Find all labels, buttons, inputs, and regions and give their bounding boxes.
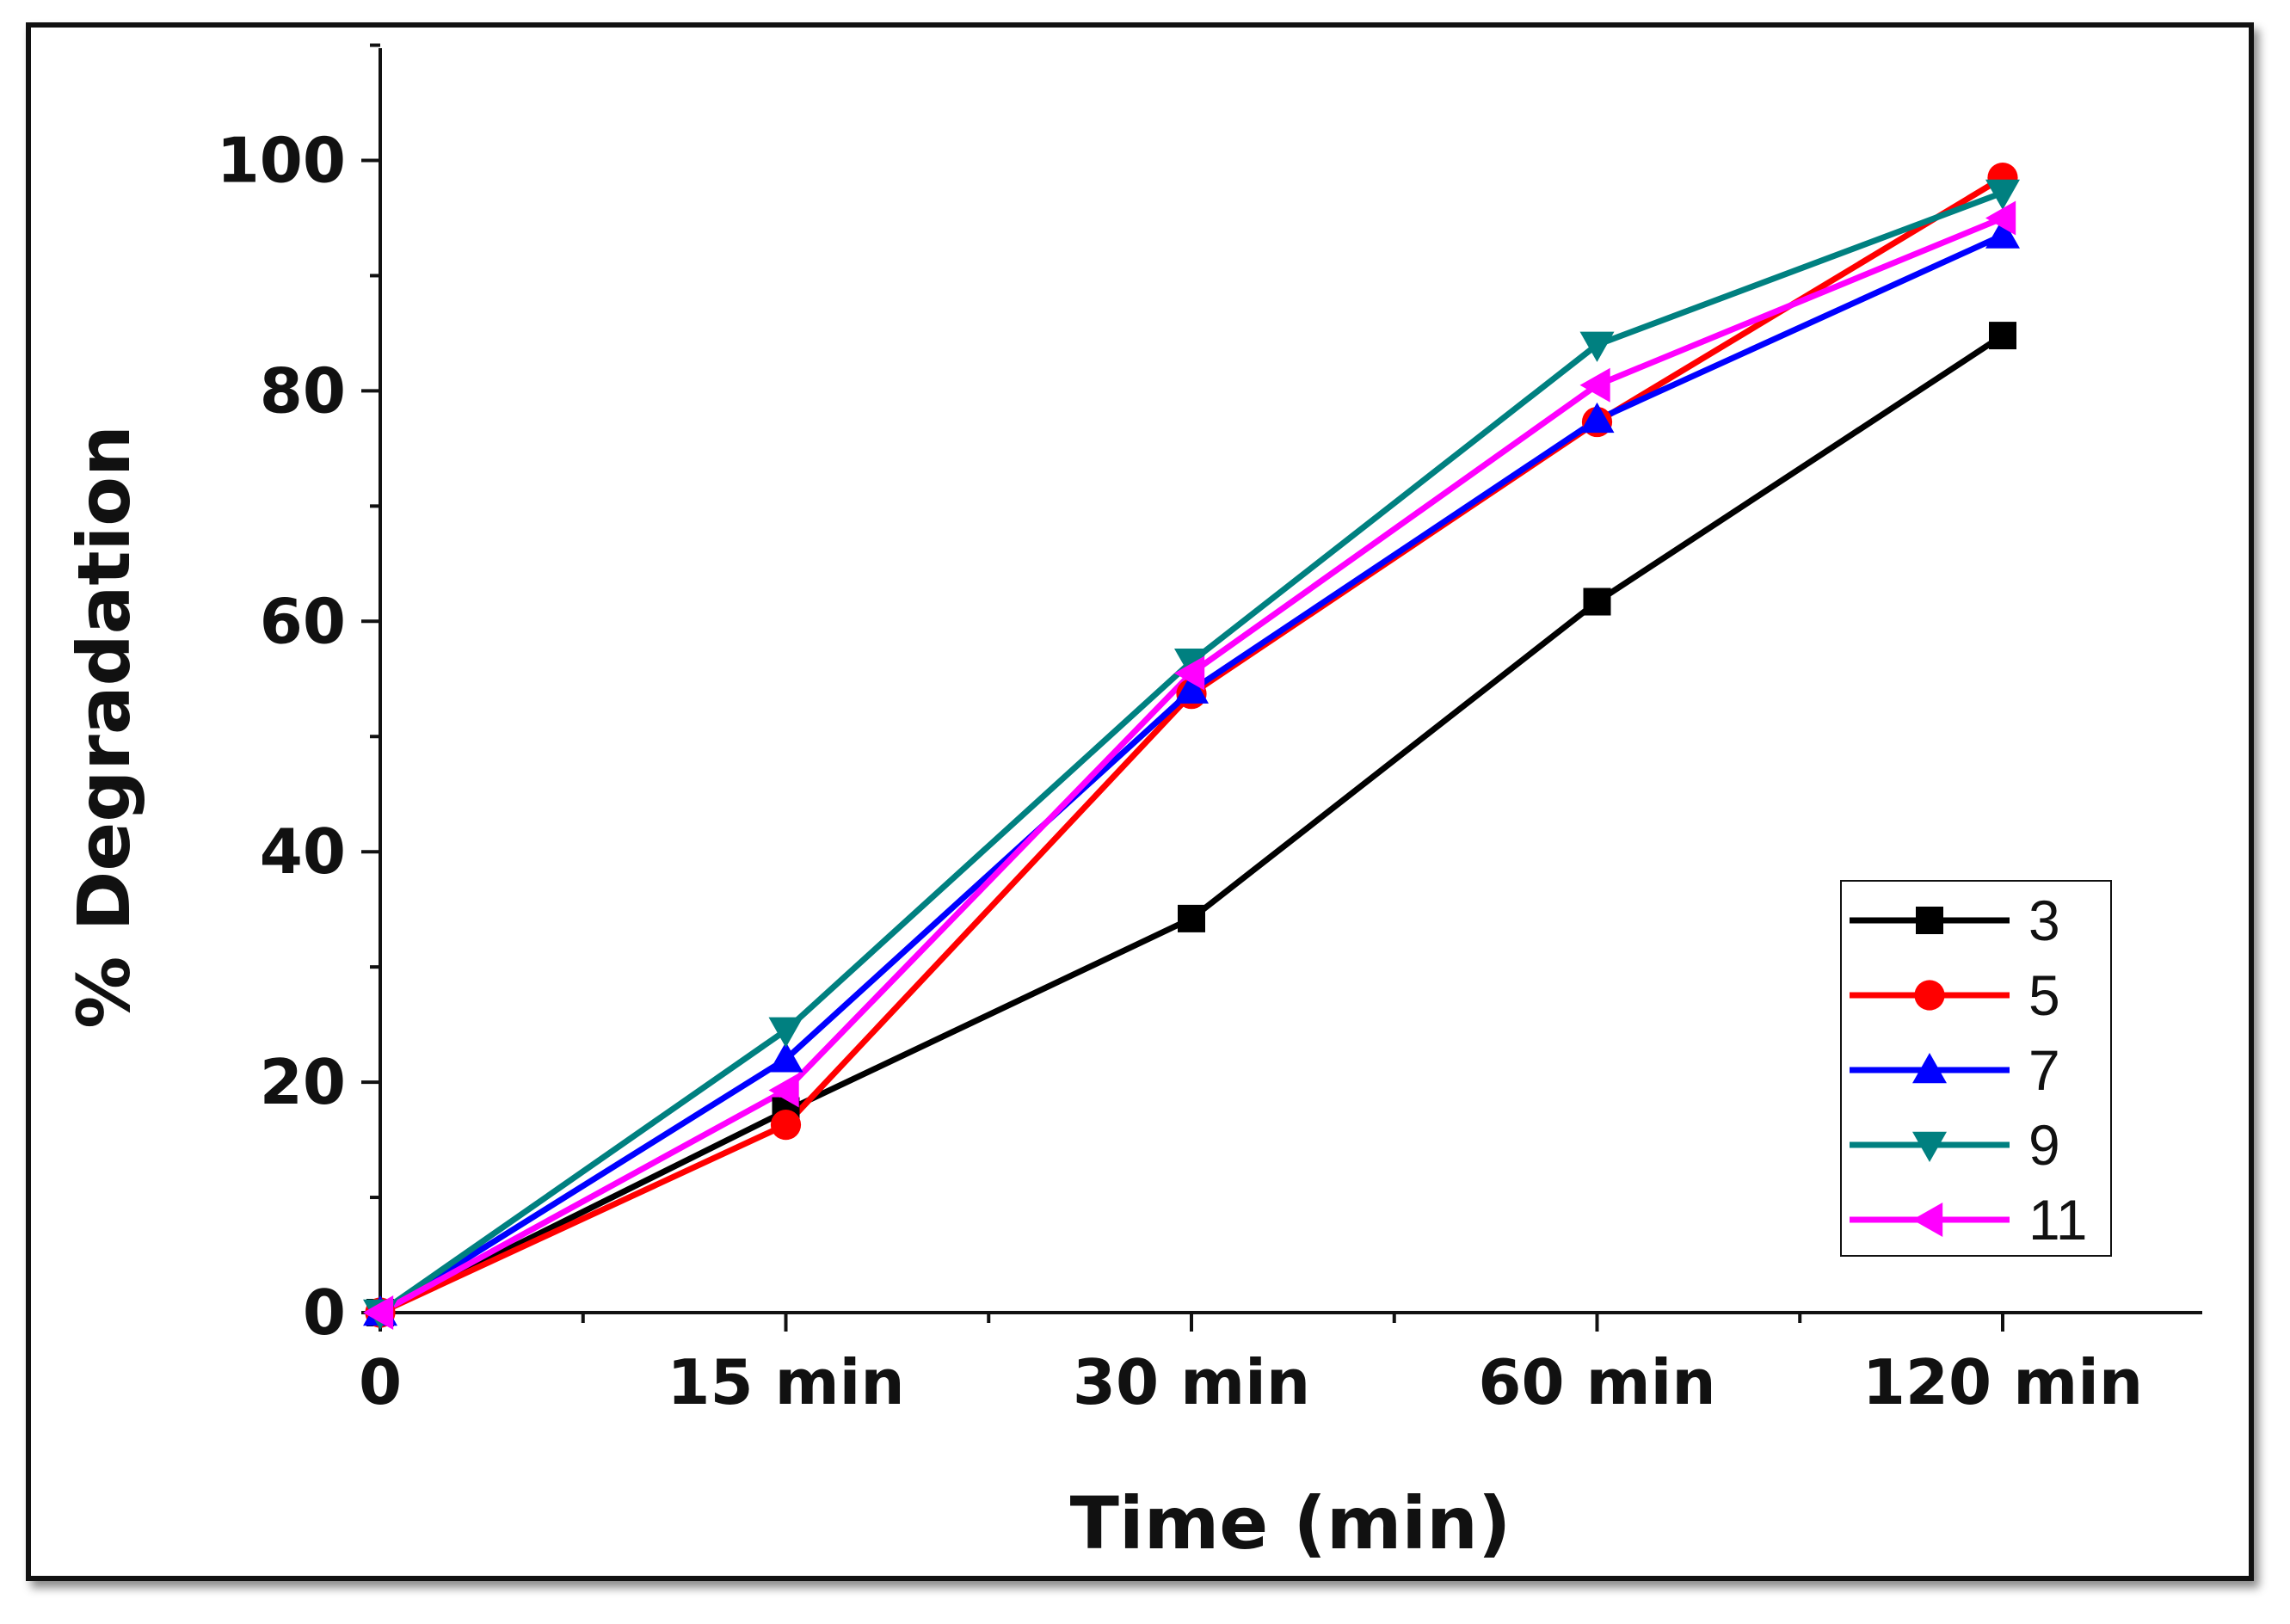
data-point-11 (768, 1073, 799, 1108)
legend-marker-7 (1912, 1053, 1947, 1084)
y-axis-title: % Degradation (62, 425, 146, 1029)
y-tick-label: 40 (260, 815, 346, 888)
data-point-3 (1989, 322, 2016, 350)
x-tick-label: 0 (359, 1346, 402, 1418)
data-point-5 (770, 1110, 802, 1141)
data-point-9 (768, 1017, 803, 1048)
data-point-3 (1583, 587, 1611, 616)
series-markers (363, 162, 2020, 1330)
series-line-9 (379, 189, 2004, 1315)
series-lines (379, 175, 2004, 1316)
legend: 3 5 7 9 11 (1840, 880, 2112, 1257)
chart-frame (26, 22, 2254, 1581)
data-point-7 (1579, 402, 1615, 434)
axes: 0 20 40 60 80 100 0 15 min 30 min 60 min 120 min (217, 43, 2202, 1418)
legend-marker-5 (1914, 980, 1945, 1011)
x-tick-label: 15 min (667, 1346, 904, 1418)
data-point-7 (1174, 673, 1209, 704)
legend-label-7: 7 (2028, 1038, 2060, 1102)
x-tick-label: 120 min (1862, 1346, 2143, 1418)
y-tick-label: 20 (260, 1046, 346, 1118)
y-tick-label: 80 (260, 354, 346, 427)
y-tick-label: 100 (217, 125, 346, 197)
x-tick-label: 60 min (1478, 1346, 1715, 1418)
series-line-7 (379, 232, 2004, 1315)
legend-label-9: 9 (2028, 1113, 2060, 1177)
data-point-3 (1178, 904, 1205, 932)
series-line-11 (379, 215, 2004, 1316)
data-point-11 (363, 1295, 394, 1330)
data-point-9 (1985, 179, 2020, 211)
legend-marker-3 (1916, 907, 1943, 934)
legend-marker-11 (1912, 1203, 1943, 1237)
legend-marker-9 (1912, 1131, 1947, 1162)
y-tick-label: 60 (260, 585, 346, 657)
data-point-7 (1985, 218, 2020, 249)
y-tick-label: 0 (303, 1276, 346, 1349)
data-point-11 (1579, 367, 1610, 403)
legend-label-5: 5 (2028, 963, 2060, 1027)
data-point-11 (1174, 655, 1205, 691)
x-axis-title: Time (min) (1070, 1481, 1511, 1566)
data-point-11 (1985, 200, 2016, 236)
data-point-9 (1579, 331, 1615, 362)
legend-label-3: 3 (2028, 889, 2060, 952)
series-line-3 (379, 333, 2004, 1316)
x-tick-label: 30 min (1073, 1346, 1310, 1418)
legend-label-11: 11 (2028, 1188, 2088, 1252)
data-point-7 (768, 1042, 803, 1073)
